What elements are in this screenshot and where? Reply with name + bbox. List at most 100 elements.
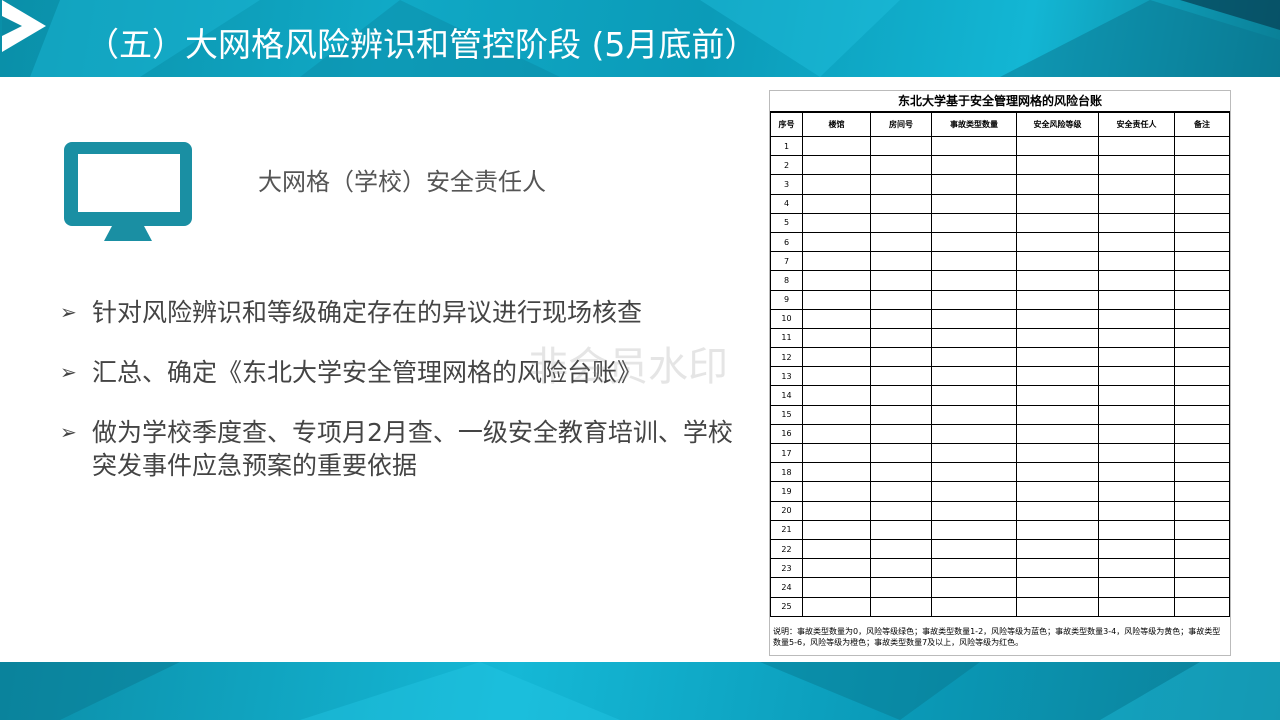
table-cell <box>1016 481 1099 502</box>
table-cell <box>1098 231 1175 253</box>
table-cell <box>1098 327 1175 349</box>
play-arrows-logo-icon <box>2 0 46 52</box>
table-cell <box>1098 308 1175 329</box>
table-cell <box>931 481 1017 502</box>
table-cell <box>931 558 1017 579</box>
table-cell <box>1174 327 1230 349</box>
table-cell <box>1174 308 1230 329</box>
table-row: 13 <box>770 366 1230 387</box>
bullet-item: ➢ 做为学校季度查、专项月2月查、一级安全教育培训、学校突发事件应急预案的重要依据 <box>60 416 740 482</box>
table-cell <box>802 442 871 464</box>
banner-polygons <box>30 0 1280 77</box>
table-cell <box>1016 193 1099 214</box>
table-cell <box>802 558 871 579</box>
table-row: 2 <box>770 155 1230 176</box>
table-cell <box>1016 347 1099 368</box>
table-row: 8 <box>770 270 1230 291</box>
table-cell <box>870 289 932 310</box>
table-cell <box>870 462 932 483</box>
column-header: 楼馆 <box>802 112 871 137</box>
table-cell <box>1098 212 1175 233</box>
table-cell <box>1016 462 1099 483</box>
table-cell <box>802 423 871 445</box>
table-cell <box>1098 174 1175 195</box>
bullet-text: 针对风险辨识和等级确定存在的异议进行现场核查 <box>92 298 643 327</box>
bullet-item: ➢ 汇总、确定《东北大学安全管理网格的风险台账》 <box>60 356 740 389</box>
table-cell <box>1174 442 1230 464</box>
table-cell <box>1016 366 1099 387</box>
table-cell <box>1016 596 1099 617</box>
table-cell <box>802 347 871 368</box>
table-cell <box>1016 251 1099 272</box>
table-cell <box>1016 442 1099 464</box>
table-cell <box>1098 577 1175 598</box>
table-cell <box>870 577 932 598</box>
table-cell <box>931 347 1017 368</box>
table-cell <box>870 442 932 464</box>
table-cell <box>1016 155 1099 176</box>
table-cell <box>870 366 932 387</box>
table-cell <box>802 251 871 272</box>
table-cell <box>802 135 871 157</box>
table-cell <box>1098 366 1175 387</box>
table-cell <box>1174 385 1230 406</box>
table-row: 9 <box>770 289 1230 310</box>
table-cell <box>931 423 1017 445</box>
table-cell <box>1098 155 1175 176</box>
bullet-text: 做为学校季度查、专项月2月查、一级安全教育培训、学校突发事件应急预案的重要依据 <box>92 418 733 480</box>
arrow-bullet-icon: ➢ <box>60 420 77 444</box>
ledger-note: 说明：事故类型数量为0，风险等级绿色；事故类型数量1-2，风险等级为蓝色；事故类… <box>773 626 1221 647</box>
ledger-title: 东北大学基于安全管理网格的风险台账 <box>770 91 1230 112</box>
row-number-cell: 9 <box>770 289 803 310</box>
table-row: 21 <box>770 519 1230 540</box>
table-cell <box>802 519 871 540</box>
row-number-cell: 20 <box>770 500 803 521</box>
table-cell <box>931 596 1017 617</box>
table-cell <box>1098 347 1175 368</box>
table-cell <box>1174 251 1230 272</box>
table-cell <box>802 193 871 214</box>
column-header: 房间号 <box>870 112 932 137</box>
row-number-cell: 23 <box>770 558 803 579</box>
footer-band <box>0 662 1280 720</box>
table-cell <box>870 193 932 214</box>
row-number-cell: 17 <box>770 442 803 464</box>
bullet-list: ➢ 针对风险辨识和等级确定存在的异议进行现场核查 ➢ 汇总、确定《东北大学安全管理网… <box>60 296 740 509</box>
table-cell <box>1174 289 1230 310</box>
table-cell <box>870 231 932 253</box>
table-cell <box>870 308 932 329</box>
table-row: 20 <box>770 500 1230 521</box>
table-cell <box>1098 442 1175 464</box>
table-cell <box>1174 577 1230 598</box>
table-row: 17 <box>770 442 1230 464</box>
table-cell <box>1016 135 1099 157</box>
table-cell <box>1174 462 1230 483</box>
table-cell <box>870 347 932 368</box>
table-cell <box>802 538 871 560</box>
table-cell <box>802 231 871 253</box>
row-number-cell: 13 <box>770 366 803 387</box>
table-cell <box>1174 596 1230 617</box>
table-cell <box>1016 212 1099 233</box>
table-cell <box>1098 289 1175 310</box>
row-number-cell: 1 <box>770 135 803 157</box>
table-cell <box>1098 500 1175 521</box>
table-cell <box>1098 251 1175 272</box>
table-cell <box>870 174 932 195</box>
table-row: 1 <box>770 135 1230 157</box>
table-cell <box>802 270 871 291</box>
table-cell <box>1016 577 1099 598</box>
table-cell <box>1174 404 1230 425</box>
table-row: 6 <box>770 231 1230 253</box>
table-cell <box>931 289 1017 310</box>
table-cell <box>1174 155 1230 176</box>
table-row: 12 <box>770 347 1230 368</box>
table-cell <box>1098 270 1175 291</box>
table-cell <box>802 385 871 406</box>
table-cell <box>802 577 871 598</box>
table-cell <box>870 155 932 176</box>
row-number-cell: 11 <box>770 327 803 349</box>
table-cell <box>1174 519 1230 540</box>
table-row: 3 <box>770 174 1230 195</box>
row-number-cell: 18 <box>770 462 803 483</box>
